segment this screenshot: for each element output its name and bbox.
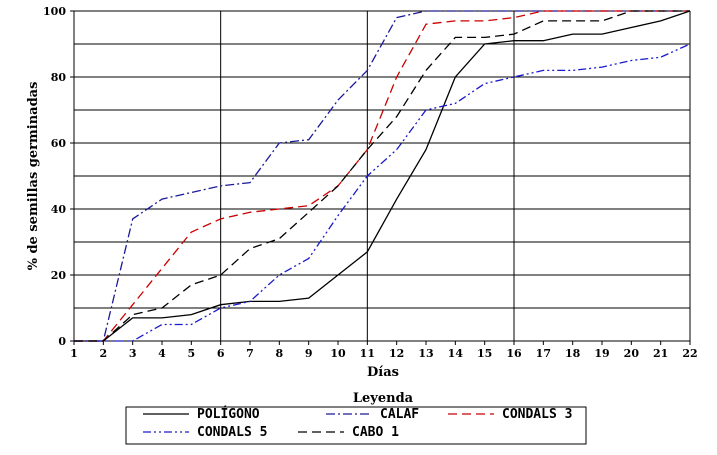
y-tick-label: 80 — [51, 71, 67, 84]
series-line-condals-5 — [74, 43, 691, 342]
series-line-cabo-1 — [74, 10, 690, 342]
x-tick-label: 1 — [70, 347, 78, 360]
legend-label: CONDALS 3 — [502, 407, 572, 422]
x-tick-label: 19 — [594, 347, 609, 360]
x-tick-label: 20 — [624, 347, 640, 360]
x-tick-labels: 1 2 3 4 5 6 7 8 9 10 11 12 13 14 15 16 17 18 19 20 21 22 — [70, 347, 697, 360]
x-tick-label: 3 — [129, 347, 137, 360]
x-tick-label: 11 — [360, 347, 375, 360]
legend-label: CALAF — [380, 407, 419, 422]
x-tick-label: 18 — [565, 347, 581, 360]
x-tick-label: 6 — [217, 347, 225, 360]
x-tick-label: 14 — [448, 347, 464, 360]
x-tick-label: 17 — [536, 347, 551, 360]
x-tick-label: 15 — [477, 347, 492, 360]
y-axis-title: % de semillas germinadas — [26, 82, 41, 271]
axes — [70, 10, 691, 345]
x-tick-label: 21 — [653, 347, 668, 360]
grid-lines — [74, 10, 691, 341]
x-tick-label: 9 — [305, 347, 313, 360]
y-tick-label: 20 — [51, 269, 67, 282]
x-tick-label: 10 — [330, 347, 346, 360]
legend-box — [125, 406, 587, 445]
series-line-pol-gono — [74, 10, 691, 342]
x-axis-title: Días — [367, 365, 399, 380]
x-tick-label: 2 — [100, 347, 108, 360]
y-tick-label: 100 — [43, 5, 66, 18]
series-lines — [74, 10, 691, 342]
legend-label: CABO 1 — [352, 425, 399, 440]
y-tick-label: 40 — [51, 203, 67, 216]
legend-title: Leyenda — [353, 391, 414, 406]
x-tick-label: 7 — [246, 347, 254, 360]
x-tick-label: 16 — [506, 347, 522, 360]
y-tick-label: 60 — [51, 137, 67, 150]
x-tick-label: 8 — [276, 347, 284, 360]
y-tick-labels: 0 20 40 60 80 100 — [43, 5, 66, 348]
x-tick-label: 22 — [682, 347, 697, 360]
x-tick-label: 5 — [188, 347, 196, 360]
y-tick-label: 0 — [58, 335, 66, 348]
x-tick-label: 4 — [158, 347, 166, 360]
legend-label: CONDALS 5 — [197, 425, 267, 440]
legend: Leyenda POLÍGONO CALAF CONDALS 3 CONDALS 5 C… — [125, 391, 587, 445]
legend-label: POLÍGONO — [197, 406, 260, 422]
x-tick-label: 12 — [389, 347, 404, 360]
series-line-condals-3 — [74, 10, 690, 342]
x-tick-label: 13 — [418, 347, 433, 360]
